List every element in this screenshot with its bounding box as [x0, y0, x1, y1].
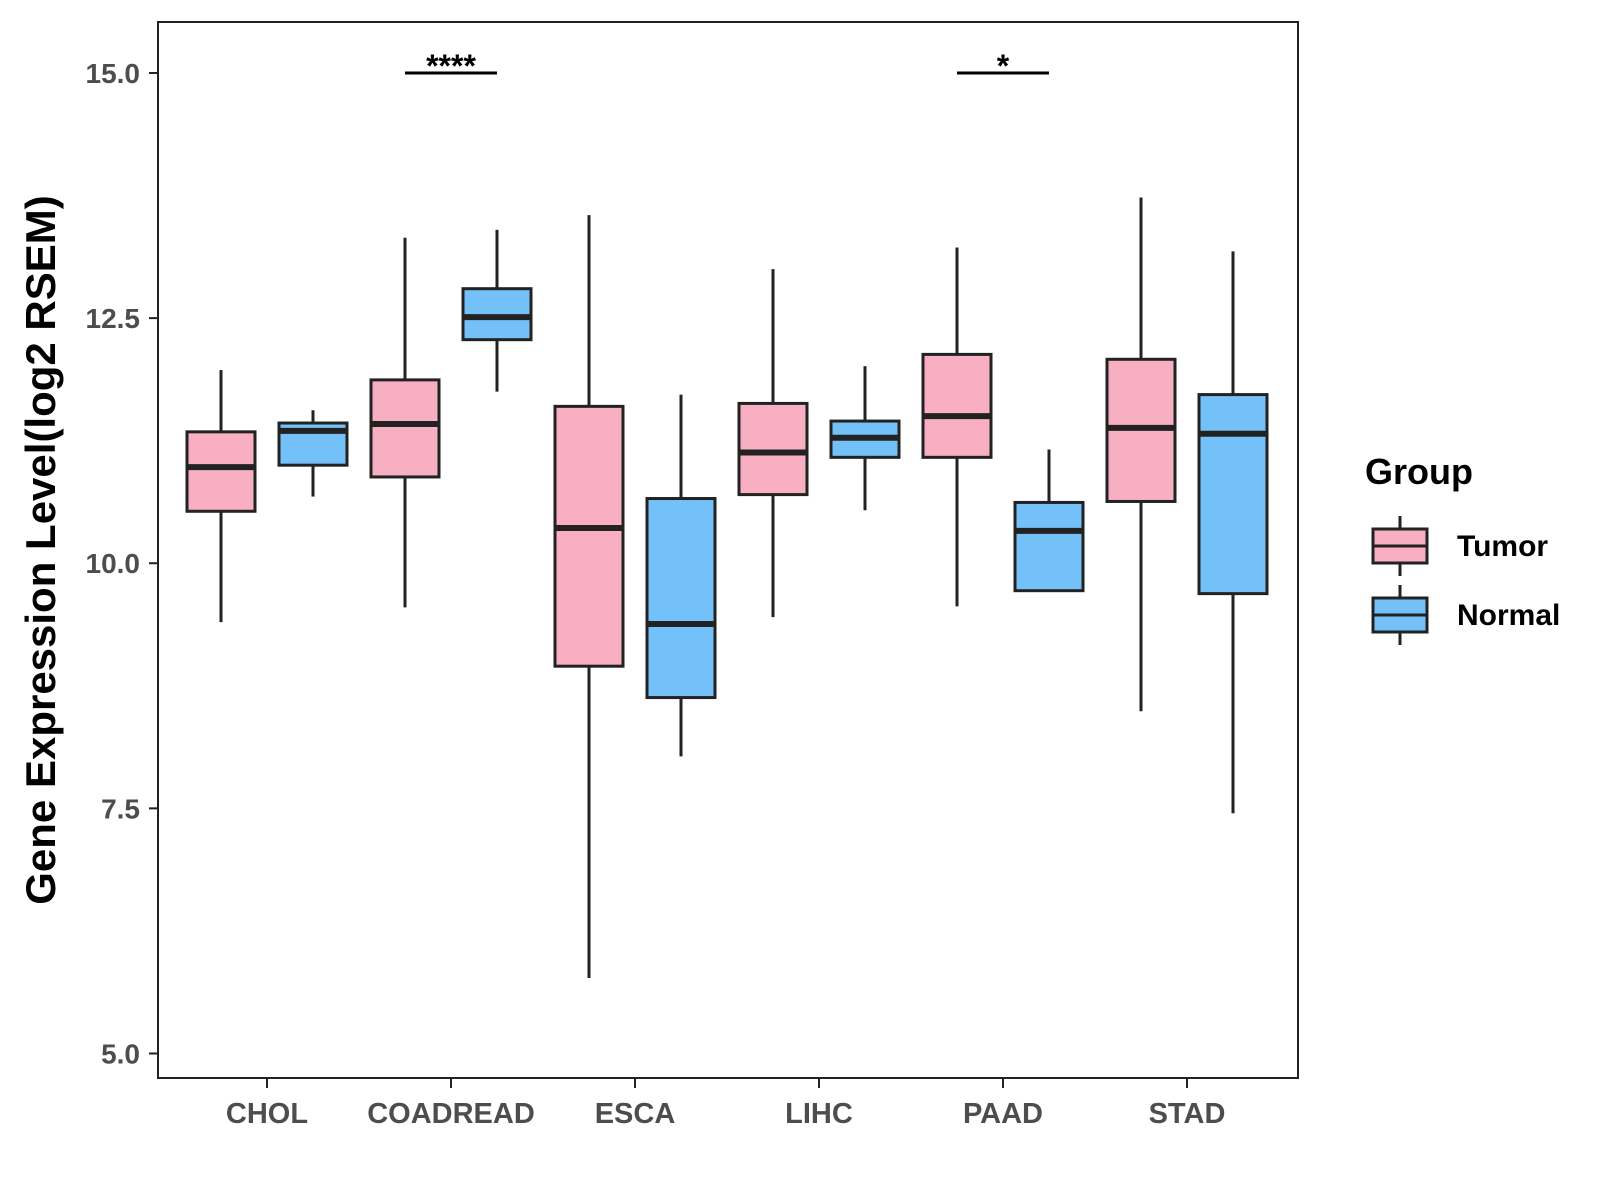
legend-label: Tumor — [1457, 530, 1548, 563]
box-normal-chol — [277, 410, 349, 497]
box-iqr — [1013, 500, 1085, 593]
significance-label: **** — [426, 48, 476, 84]
x-tick-label: STAD — [1149, 1098, 1226, 1130]
box-tumor-coadread — [369, 237, 441, 608]
box-iqr — [185, 430, 257, 513]
legend-label: Normal — [1457, 599, 1560, 632]
x-tick-label: ESCA — [595, 1098, 676, 1130]
x-tick-label: LIHC — [785, 1098, 853, 1130]
box-normal-stad — [1197, 251, 1269, 814]
box-tumor-lihc — [737, 269, 809, 618]
box-tumor-paad — [921, 247, 993, 607]
box-tumor-stad — [1105, 197, 1177, 712]
y-axis: 5.0 7.5 10.0 12.5 15.0 — [86, 58, 158, 1069]
box-iqr — [645, 497, 717, 700]
y-tick-label: 5.0 — [101, 1038, 140, 1069]
plot-panel — [157, 21, 1299, 1079]
box-normal-esca — [645, 394, 717, 757]
legend-item-tumor: Tumor — [1371, 516, 1548, 576]
y-axis-label: Gene Expression Level(log2 RSEM) — [17, 195, 64, 905]
box-tumor-esca — [553, 215, 625, 978]
box-normal-lihc — [829, 366, 901, 511]
x-axis: CHOL COADREAD ESCA LIHC PAAD STAD — [226, 1078, 1225, 1130]
y-tick-label: 10.0 — [86, 548, 141, 579]
box-normal-paad — [1013, 449, 1085, 593]
y-tick-label: 7.5 — [101, 793, 140, 824]
y-tick-label: 15.0 — [86, 58, 141, 89]
box-series — [185, 197, 1269, 978]
significance-label: * — [997, 48, 1010, 84]
x-tick-label: COADREAD — [367, 1098, 535, 1130]
y-tick-label: 12.5 — [86, 303, 141, 334]
box-iqr — [737, 401, 809, 497]
box-iqr — [921, 352, 993, 459]
box-iqr — [1197, 393, 1269, 596]
x-tick-label: PAAD — [963, 1098, 1043, 1130]
box-normal-coadread — [461, 229, 533, 392]
significance-annotations: **** * — [405, 48, 1049, 84]
legend-title: Group — [1365, 451, 1473, 492]
box-tumor-chol — [185, 370, 257, 623]
x-tick-label: CHOL — [226, 1098, 308, 1130]
legend-item-normal: Normal — [1371, 585, 1560, 645]
legend: Group Tumor Normal — [1365, 451, 1560, 645]
box-iqr — [369, 378, 441, 479]
box-iqr — [553, 404, 625, 668]
